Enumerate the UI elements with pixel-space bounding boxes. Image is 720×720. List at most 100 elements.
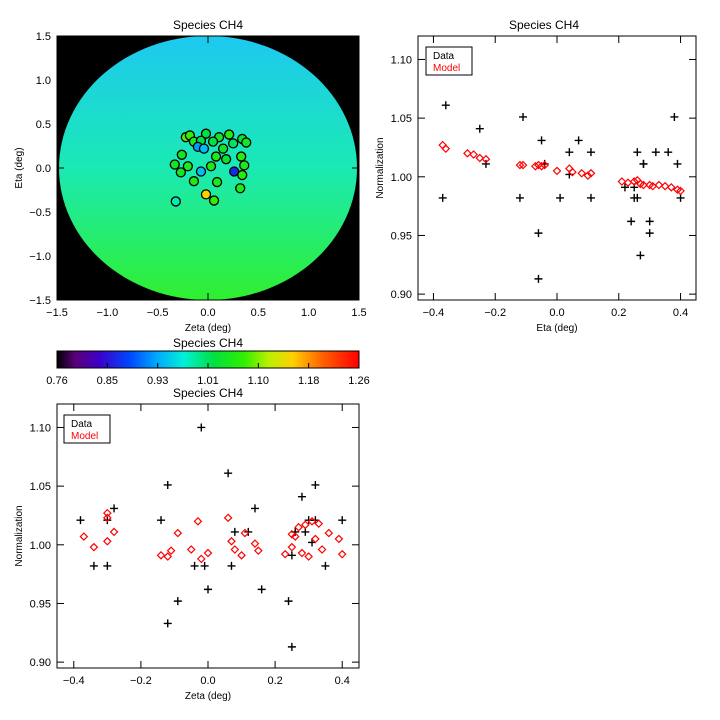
- eta-xtick-label: 0.2: [611, 307, 626, 319]
- zeta-data-point: [103, 561, 112, 570]
- eta-model-point: [475, 153, 485, 163]
- eta-model-point: [481, 154, 491, 164]
- zeta-data-point: [287, 551, 296, 560]
- map-point: [210, 151, 222, 162]
- zeta-model-point: [102, 508, 112, 518]
- zeta-frame: [56, 403, 360, 669]
- eta-data-point: [639, 159, 648, 168]
- zeta-xlabel: Zeta (deg): [185, 691, 231, 702]
- colorbar-tick-label: 0.93: [147, 375, 168, 387]
- eta-xtick-label: 0.4: [673, 307, 688, 319]
- map-point: [237, 169, 248, 181]
- zeta-data-point: [103, 516, 112, 525]
- map-point: [241, 137, 252, 148]
- eta-data-point: [574, 136, 583, 145]
- map-xlabel: Zeta (deg): [185, 323, 231, 334]
- zeta-model-point: [240, 528, 250, 538]
- eta-xtick-label: −0.2: [484, 307, 506, 319]
- zeta-model-point: [314, 519, 324, 529]
- eta-xtick-label: 0.0: [549, 307, 564, 319]
- eta-data-point: [645, 217, 654, 226]
- zeta-data-point: [338, 516, 347, 525]
- zeta-legend-box: [63, 414, 111, 444]
- map-xtick-label: 0.5: [251, 307, 266, 319]
- eta-data-point: [537, 136, 546, 145]
- eta-data-point: [633, 148, 642, 157]
- zeta-data-point: [190, 561, 199, 570]
- map-point: [211, 176, 223, 188]
- map-point: [228, 138, 239, 149]
- eta-model-point: [639, 180, 648, 190]
- zeta-data-point: [287, 642, 296, 651]
- eta-model-point: [515, 160, 525, 170]
- eta-data-point: [441, 101, 450, 110]
- zeta-model-point: [294, 522, 303, 532]
- eta-data-point: [673, 159, 682, 168]
- eta-model-point: [463, 148, 472, 158]
- eta-data-point: [636, 251, 645, 260]
- zeta-data-point: [224, 469, 233, 478]
- map-point: [182, 161, 194, 172]
- zeta-model-point: [173, 528, 183, 538]
- map-panel: Species CH4 −1.5 −1.0 −0.5 0.0 0.5 1.0 1.5−1.5…: [14, 18, 367, 334]
- zeta-model-point: [230, 545, 240, 554]
- zeta-model-point: [253, 546, 263, 556]
- eta-model-point: [568, 167, 577, 177]
- zeta-data-point: [284, 597, 293, 606]
- eta-model-point: [577, 168, 587, 178]
- zeta-model-point: [237, 551, 246, 560]
- map-point: [198, 143, 210, 154]
- map-xtick-label: −0.5: [147, 307, 169, 319]
- zeta-model-point: [334, 534, 344, 544]
- map-ytick-label: −1.0: [29, 251, 51, 263]
- eta-data-point: [556, 193, 565, 202]
- zeta-data-point: [230, 527, 239, 536]
- zeta-title: Species CH4: [173, 386, 243, 400]
- map-point: [207, 136, 219, 147]
- zeta-data-point: [301, 527, 310, 536]
- map-ytick-label: 1.0: [36, 75, 51, 87]
- eta-model-point: [654, 180, 664, 190]
- zeta-data-point: [257, 585, 266, 594]
- colorbar-tick-label: 0.76: [46, 375, 67, 387]
- zeta-xtick-label: −0.4: [63, 675, 85, 687]
- map-point: [220, 154, 232, 165]
- zeta-model-point: [89, 542, 99, 552]
- zeta-data-point: [204, 585, 212, 594]
- zeta-data-point: [157, 516, 166, 525]
- zeta-data-point: [227, 561, 236, 570]
- zeta-data-point: [76, 516, 85, 525]
- eta-xlabel: Eta (deg): [536, 323, 577, 334]
- zeta-data-point: [200, 561, 209, 570]
- map-ytick-label: −0.5: [29, 207, 51, 219]
- map-point: [223, 129, 235, 140]
- zeta-legend-model: Model: [71, 431, 98, 442]
- eta-model-point: [666, 183, 676, 192]
- map-ytick-label: −1.5: [29, 295, 51, 307]
- zeta-data-point: [110, 504, 119, 513]
- eta-legend-model: Model: [433, 63, 460, 74]
- map-point: [208, 195, 220, 206]
- map-point: [176, 149, 187, 160]
- eta-model-point: [537, 161, 546, 171]
- zeta-data-point: [197, 423, 206, 432]
- map-xtick-label: 1.0: [301, 307, 316, 319]
- zeta-legend: Data Model: [63, 414, 111, 444]
- zeta-model-point: [280, 549, 290, 559]
- map-point: [217, 143, 229, 154]
- zeta-model-point: [317, 545, 327, 554]
- eta-axes: −0.4 −0.2 0.0 0.2 0.4 0.90 0.95 1.00 1.05 1.10: [391, 36, 696, 319]
- eta-model-point: [583, 171, 593, 180]
- eta-data-point: [519, 112, 528, 121]
- eta-title: Species CH4: [509, 18, 579, 32]
- map-title: Species CH4: [173, 18, 243, 32]
- eta-ytick-label: 1.05: [391, 113, 412, 125]
- zeta-xtick-label: 0.0: [200, 675, 215, 687]
- eta-ytick-label: 1.00: [391, 172, 412, 184]
- zeta-model-point: [287, 542, 297, 552]
- zeta-model-point: [300, 520, 310, 530]
- eta-legend-data: Data: [433, 51, 455, 62]
- map-axes: −1.5 −1.0 −0.5 0.0 0.5 1.0 1.5 −1.5 −1.0 −0.5 0.0 0…: [29, 31, 366, 319]
- zeta-data-point: [163, 619, 172, 628]
